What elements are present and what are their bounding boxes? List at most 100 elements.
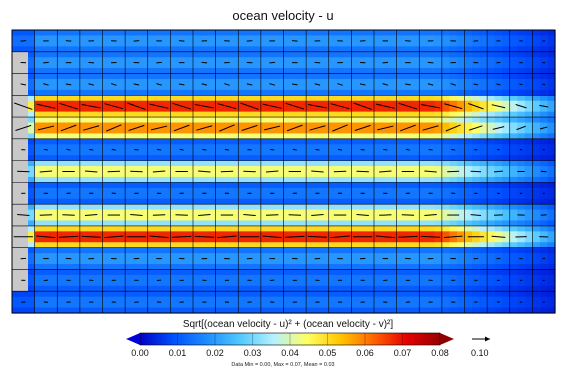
heat-cell [140, 30, 149, 37]
heat-cell [434, 95, 443, 102]
heat-cell [464, 253, 473, 260]
heat-cell [275, 46, 285, 53]
heat-cell [358, 209, 368, 216]
velocity-vector [243, 170, 256, 173]
heat-cell [464, 138, 473, 145]
heat-cell [117, 198, 126, 205]
heat-cell [79, 307, 89, 314]
heat-cell [389, 269, 398, 276]
heat-cell [42, 242, 51, 249]
heat-cell [155, 296, 164, 303]
heat-cell [230, 242, 239, 249]
heat-cell [185, 117, 194, 124]
heat-cell [404, 215, 413, 222]
heat-cell [87, 236, 96, 243]
heat-cell [94, 133, 104, 140]
heat-cell [193, 193, 202, 200]
heat-cell [487, 269, 496, 276]
heat-cell [456, 133, 466, 140]
heat-cell [49, 127, 58, 134]
heat-cell [524, 291, 533, 298]
heat-cell [94, 144, 104, 151]
heat-cell [479, 40, 488, 47]
colorbar-under-triangle [126, 333, 140, 345]
heat-cell [464, 84, 473, 91]
heat-cell [426, 198, 435, 205]
heat-cell [404, 166, 413, 173]
heat-cell [411, 187, 420, 194]
heat-cell [27, 302, 36, 309]
heat-cell [404, 274, 413, 281]
heat-cell [238, 171, 247, 178]
heat-cell [200, 176, 209, 183]
heat-cell [472, 62, 481, 69]
heat-cell [419, 155, 428, 162]
heat-cell [275, 40, 285, 47]
heat-cell [253, 100, 262, 107]
velocity-vector [286, 124, 303, 132]
heat-cell [72, 106, 81, 113]
heat-cell [268, 62, 277, 69]
heat-cell [449, 307, 458, 314]
heat-cell [351, 193, 360, 200]
heat-cell [539, 73, 549, 80]
heat-cell [125, 95, 134, 102]
heat-cell [517, 62, 526, 69]
heat-cell [532, 247, 541, 254]
heat-cell [328, 274, 337, 281]
heat-cell [441, 247, 451, 254]
heat-cell [238, 182, 247, 189]
heat-cell [193, 198, 202, 205]
heat-cell [200, 247, 209, 254]
heat-cell [49, 155, 58, 162]
heat-cell [517, 78, 526, 86]
heat-cell [358, 258, 368, 265]
heat-cell [268, 100, 277, 107]
heat-cell [351, 225, 360, 232]
velocity-vector [217, 235, 237, 239]
heat-cell [260, 84, 270, 91]
heat-cell [291, 242, 300, 249]
heat-cell [434, 127, 443, 134]
heat-cell [404, 138, 413, 145]
heat-cell [419, 133, 428, 140]
heat-cell [313, 122, 322, 129]
heat-cell [366, 198, 375, 205]
heat-cell [366, 68, 375, 75]
heat-cell [155, 258, 164, 265]
heat-cell [64, 296, 73, 303]
heat-cell [343, 78, 352, 86]
heat-cell [57, 78, 66, 86]
heat-cell [366, 89, 375, 96]
heat-cell [517, 111, 526, 118]
heat-cell [441, 133, 451, 140]
heat-cell [502, 258, 511, 265]
heat-cell [87, 182, 96, 189]
heat-cell [27, 209, 36, 216]
heat-cell [291, 111, 300, 118]
heat-cell [358, 253, 368, 260]
heat-cell [494, 68, 503, 75]
heat-cell [351, 296, 360, 303]
heat-cell [57, 68, 66, 75]
heat-cell [238, 209, 247, 216]
heat-cell [351, 231, 360, 238]
heat-cell [162, 89, 171, 96]
heat-cell [374, 280, 383, 287]
heat-cell [381, 236, 390, 243]
heat-cell [539, 62, 549, 69]
heat-cell [283, 138, 292, 145]
heat-cell [268, 285, 277, 292]
heat-cell [238, 215, 247, 222]
heat-cell [208, 247, 217, 254]
heat-cell [404, 296, 413, 303]
heat-cell [472, 269, 481, 276]
velocity-vector [356, 170, 369, 173]
heat-cell [291, 30, 300, 37]
heat-cell [208, 264, 217, 271]
heat-cell [147, 73, 156, 80]
heat-cell [230, 40, 239, 47]
heat-cell [34, 89, 43, 96]
heat-cell [313, 62, 322, 69]
heat-cell [57, 215, 66, 222]
